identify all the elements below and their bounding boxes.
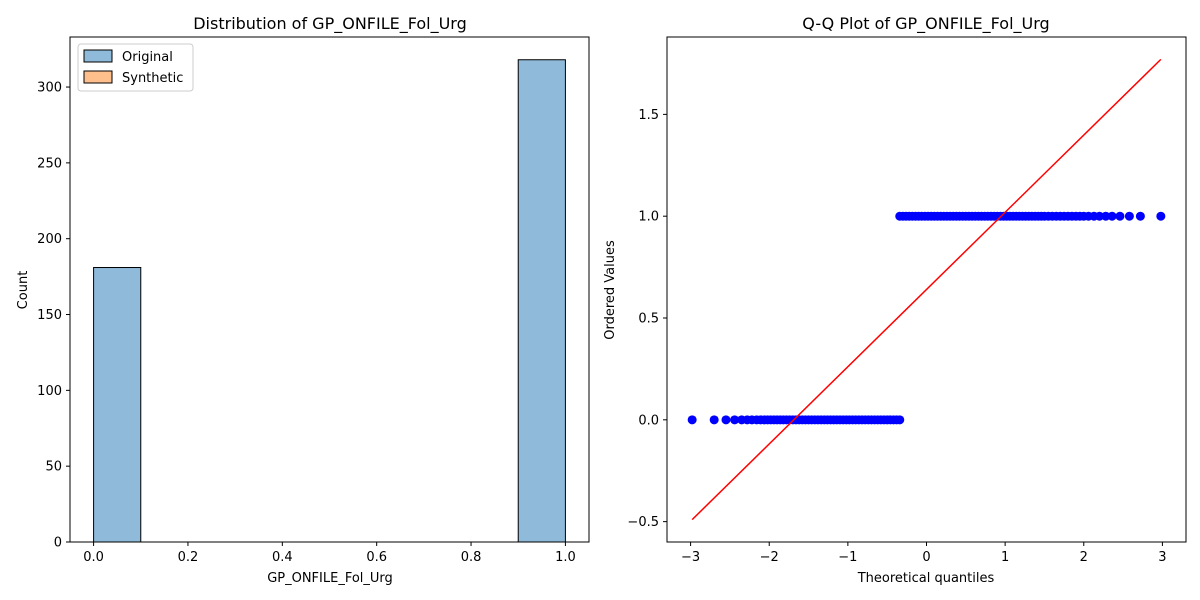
qq-plot-title: Q-Q Plot of GP_ONFILE_Fol_Urg — [802, 14, 1049, 34]
qq-x-tick-label: 0 — [922, 550, 930, 565]
qq-plot-points — [687, 211, 1166, 425]
qq-point — [1095, 211, 1104, 221]
qq-fit-line — [691, 58, 1162, 521]
qq-x-ticks: −3 −2 −1 0 1 2 3 — [681, 542, 1167, 565]
histogram-x-tick-label: 0.6 — [366, 550, 387, 565]
histogram-x-tick-label: 0.4 — [272, 550, 293, 565]
legend-swatch-original — [83, 49, 113, 63]
histogram-plot-frame — [69, 36, 590, 543]
qq-x-axis-label: Theoretical quantiles — [857, 571, 995, 586]
histogram-y-ticks: 0 50 100 150 200 250 300 — [37, 81, 70, 551]
qq-plot-panel: Q-Q Plot of GP_ONFILE_Fol_Urg −3 −2 −1 0 1 2 3… — [603, 14, 1187, 586]
qq-point — [709, 415, 719, 425]
histogram-x-axis-label: GP_ONFILE_Fol_Urg — [267, 571, 393, 586]
legend-label-synthetic: Synthetic — [122, 71, 183, 86]
qq-point — [1101, 211, 1111, 221]
qq-y-axis-label: Ordered Values — [603, 240, 618, 340]
qq-y-tick-label: 1.0 — [638, 210, 659, 225]
histogram-x-tick-label: 1.0 — [555, 550, 576, 565]
qq-point — [1156, 211, 1166, 221]
qq-point — [730, 415, 740, 425]
qq-x-tick-label: −3 — [681, 550, 700, 565]
histogram-bars — [93, 59, 566, 543]
qq-x-tick-label: −2 — [760, 550, 779, 565]
qq-point — [721, 415, 731, 425]
histogram-y-axis-label: Count — [16, 271, 31, 310]
qq-point — [687, 415, 697, 425]
qq-x-tick-label: 2 — [1080, 550, 1088, 565]
qq-point — [1135, 211, 1145, 221]
histogram-x-tick-label: 0.2 — [178, 550, 199, 565]
histogram-y-tick-label: 100 — [37, 384, 62, 399]
histogram-y-tick-label: 200 — [37, 232, 62, 247]
qq-x-tick-label: 3 — [1158, 550, 1166, 565]
histogram-bar-original-0 — [93, 267, 142, 543]
histogram-y-tick-label: 250 — [37, 156, 62, 171]
histogram-y-tick-label: 50 — [45, 460, 62, 475]
qq-y-ticks: −0.5 0.0 0.5 1.0 1.5 — [627, 108, 667, 530]
qq-x-tick-label: −1 — [838, 550, 857, 565]
qq-point — [1124, 211, 1134, 221]
histogram-panel: Distribution of GP_ONFILE_Fol_Urg 0.0 0.2… — [16, 14, 590, 586]
qq-y-tick-label: 1.5 — [638, 108, 659, 123]
legend-swatch-synthetic — [83, 70, 113, 84]
qq-plot-frame — [666, 36, 1187, 543]
histogram-bar-original-9 — [517, 59, 566, 543]
histogram-y-tick-label: 150 — [37, 308, 62, 323]
qq-y-tick-label: 0.0 — [638, 413, 659, 428]
qq-y-tick-label: −0.5 — [627, 515, 659, 530]
legend-label-original: Original — [122, 50, 173, 65]
histogram-y-tick-label: 300 — [37, 81, 62, 96]
histogram-y-tick-label: 0 — [54, 536, 62, 551]
qq-point — [1115, 211, 1125, 221]
qq-x-tick-label: 1 — [1001, 550, 1009, 565]
qq-y-tick-label: 0.5 — [638, 312, 659, 327]
histogram-title: Distribution of GP_ONFILE_Fol_Urg — [193, 14, 467, 34]
qq-point — [1107, 211, 1117, 221]
histogram-x-tick-label: 0.8 — [461, 550, 482, 565]
histogram-x-ticks: 0.0 0.2 0.4 0.6 0.8 1.0 — [83, 542, 576, 565]
histogram-legend: Original Synthetic — [77, 43, 194, 92]
histogram-x-tick-label: 0.0 — [83, 550, 104, 565]
qq-point — [895, 415, 905, 425]
